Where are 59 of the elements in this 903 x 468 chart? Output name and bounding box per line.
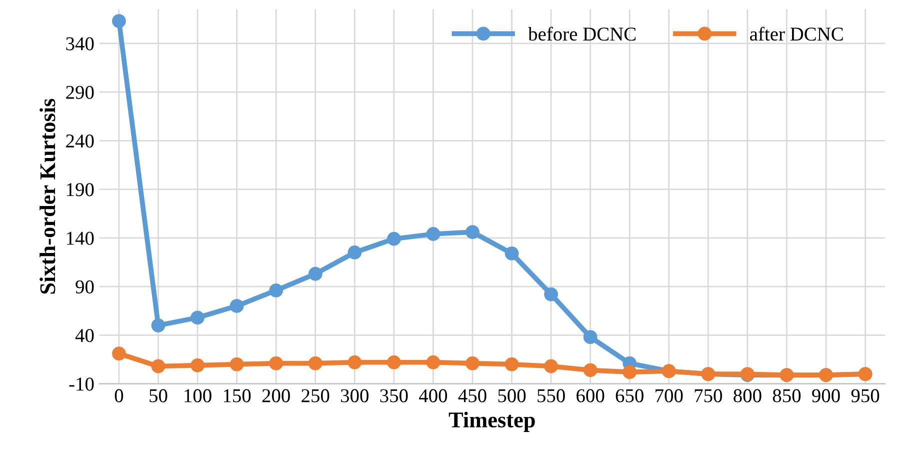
y-tick-label: 290 — [66, 86, 94, 99]
y-tick-label: 140 — [67, 232, 94, 245]
point — [466, 225, 480, 239]
x-tick-label: 350 — [380, 389, 408, 402]
x-tick-label: 700 — [656, 389, 683, 402]
x-axis-title: Timestep — [448, 412, 535, 432]
x-tick-label: 550 — [538, 389, 565, 402]
x-tick-label: 500 — [498, 389, 526, 402]
x-tick-label: 600 — [576, 389, 604, 402]
x-tick-label: 400 — [419, 389, 448, 402]
point — [151, 359, 166, 374]
point — [269, 356, 284, 370]
point — [230, 299, 244, 313]
point — [269, 283, 284, 298]
point — [112, 14, 126, 28]
point — [348, 355, 362, 370]
point — [190, 310, 204, 325]
x-tick-label: 0 — [114, 389, 124, 402]
y-tick-label: -10 — [69, 378, 94, 391]
x-tick-label: 300 — [341, 389, 368, 402]
y-tick-label: 90 — [76, 280, 94, 294]
y-axis-title: Sixth-order Kurtosis — [40, 98, 56, 294]
x-tick-label: 50 — [150, 389, 168, 402]
x-tick-label: 900 — [812, 389, 840, 402]
x-tick-label: 800 — [734, 389, 762, 402]
point — [151, 318, 166, 332]
legend-label: after DCNC — [750, 26, 843, 41]
point — [583, 363, 598, 378]
x-tick-label: 200 — [262, 389, 290, 402]
point — [348, 246, 362, 260]
point — [426, 355, 440, 370]
point — [583, 330, 598, 344]
x-tick-label: 750 — [694, 389, 722, 402]
x-tick-label: 450 — [458, 389, 486, 402]
x-tick-label: 150 — [224, 389, 251, 402]
point — [112, 346, 126, 361]
point — [544, 359, 558, 374]
x-tick-label: 250 — [302, 389, 330, 402]
y-tick-label: 190 — [67, 183, 94, 196]
point — [504, 357, 519, 372]
x-tick-label: 950 — [851, 389, 880, 402]
point — [308, 356, 322, 370]
x-tick-label: 850 — [772, 389, 801, 402]
y-tick-label: 340 — [66, 37, 94, 50]
y-tick-label: 240 — [66, 134, 94, 148]
point — [386, 355, 401, 370]
point — [308, 266, 322, 281]
legend-label: before DCNC — [528, 26, 636, 41]
point — [386, 232, 401, 246]
point — [622, 365, 637, 380]
point — [426, 227, 440, 241]
point — [190, 358, 204, 372]
x-tick-label: 650 — [616, 389, 644, 402]
point — [466, 356, 480, 370]
x-tick-label: 100 — [184, 389, 212, 402]
point — [504, 246, 519, 260]
point — [230, 357, 244, 372]
y-tick-label: 40 — [75, 328, 94, 342]
point — [544, 287, 558, 302]
